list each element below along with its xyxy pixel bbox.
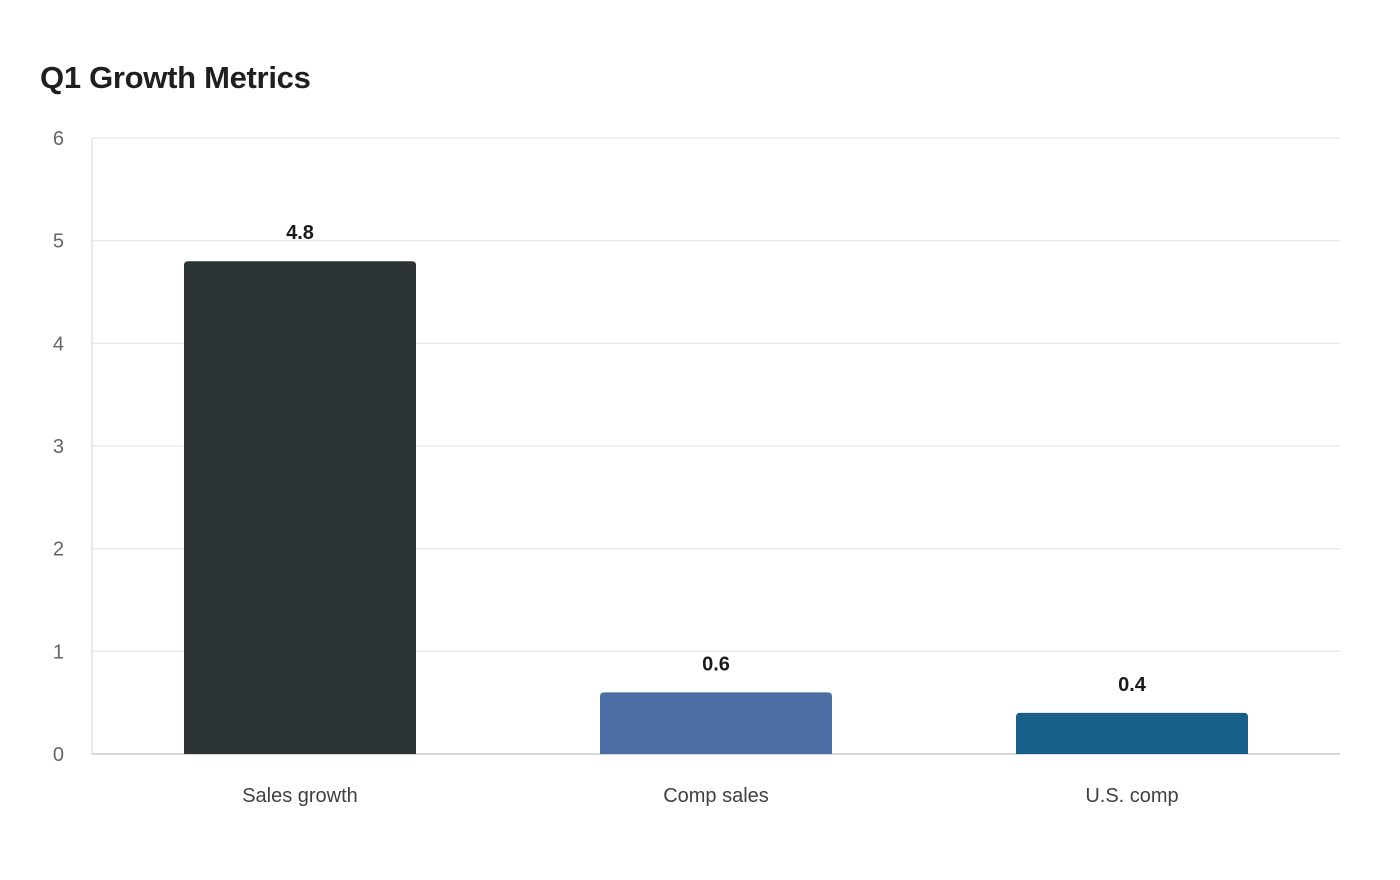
y-tick-label: 1 — [53, 641, 64, 663]
bar-value-label: 0.6 — [702, 653, 730, 675]
value-labels: 4.8 0.6 0.4 — [286, 222, 1147, 696]
y-tick-label: 4 — [53, 333, 64, 355]
y-tick-label: 0 — [53, 744, 64, 766]
chart-title: Q1 Growth Metrics — [40, 60, 311, 95]
category-labels: Sales growth Comp sales U.S. comp — [242, 785, 1178, 807]
bar-sales-growth — [184, 261, 416, 754]
bar-value-label: 0.4 — [1118, 674, 1147, 696]
x-category-label: Comp sales — [663, 785, 769, 807]
y-tick-label: 3 — [53, 436, 64, 458]
bar-value-label: 4.8 — [286, 222, 314, 244]
bars — [184, 261, 1248, 754]
x-category-label: U.S. comp — [1085, 785, 1178, 807]
bar-comp-sales — [600, 692, 832, 754]
y-tick-label: 6 — [53, 128, 64, 150]
bar-u-s-comp — [1016, 712, 1248, 754]
y-tick-label: 2 — [53, 539, 64, 561]
y-axis-ticks: 0 1 2 3 4 5 6 — [53, 128, 64, 766]
x-category-label: Sales growth — [242, 785, 358, 807]
y-tick-label: 5 — [53, 231, 64, 253]
